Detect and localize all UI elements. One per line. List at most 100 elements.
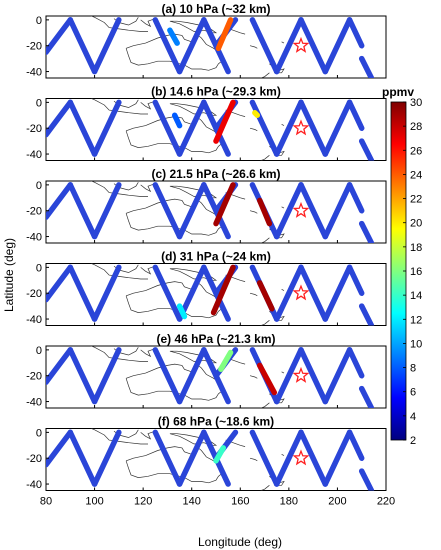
coastline <box>140 100 156 110</box>
coastline <box>140 430 156 440</box>
track-line <box>346 17 365 49</box>
coastline <box>259 402 270 408</box>
panel-title: (d) 31 hPa (~24 km) <box>161 250 271 264</box>
track-line <box>152 429 183 487</box>
track-line <box>67 17 98 75</box>
track-line <box>358 220 375 243</box>
axes-labels: Longitude (deg) Latitude (deg) <box>2 238 282 549</box>
colorbar-tick-label: 30 <box>410 97 422 109</box>
panel-d: (d) 31 hPa (~24 km) 0 -20 -40 <box>26 250 387 326</box>
coastline <box>281 123 285 126</box>
colorbar-tick-label: 28 <box>410 121 422 133</box>
y-tick-label: 0 <box>36 15 42 27</box>
panel-title: (e) 46 hPa (~21.3 km) <box>156 332 275 346</box>
track-line <box>46 347 74 385</box>
track-line <box>322 264 353 322</box>
track-line <box>298 264 329 322</box>
coastline <box>281 371 285 374</box>
plume-segment <box>167 27 180 46</box>
coastline <box>249 45 258 49</box>
track-line <box>46 17 74 55</box>
y-axis-label: Latitude (deg) <box>2 238 16 312</box>
coastline <box>249 457 258 462</box>
plume-segment <box>256 362 278 396</box>
track-line <box>176 99 207 157</box>
x-tick-label: 160 <box>231 496 249 508</box>
y-tick-label: 0 <box>36 345 42 357</box>
track-line <box>346 182 365 214</box>
plume-segment <box>210 264 236 316</box>
track-line <box>91 264 122 322</box>
track-line <box>298 347 329 405</box>
x-tick-label: 80 <box>40 496 52 508</box>
coastline <box>140 18 156 28</box>
colorbar: ppmv 30 28 26 24 22 20 18 16 14 12 10 8 6 4 2 <box>382 85 422 447</box>
track-line <box>91 17 122 75</box>
track-line <box>67 264 98 322</box>
y-tick-label: -20 <box>26 288 42 300</box>
track-line <box>67 99 98 157</box>
track-line <box>91 347 122 405</box>
x-tick-label: 220 <box>377 496 395 508</box>
track-line <box>91 182 122 240</box>
colorbar-tick-label: 24 <box>410 169 422 181</box>
x-tick-label: 120 <box>134 496 152 508</box>
volcano-star-marker <box>292 366 310 383</box>
x-axis-label: Longitude (deg) <box>198 535 282 549</box>
y-tick-label: 0 <box>36 180 42 192</box>
track-line <box>273 17 304 75</box>
track-line <box>346 99 365 131</box>
coastline <box>169 185 218 199</box>
track-line <box>358 55 375 78</box>
y-tick-label: 0 <box>36 427 42 439</box>
colorbar-tick-label: 12 <box>410 314 422 326</box>
track-line <box>358 385 375 408</box>
y-tick-label: -20 <box>26 206 42 218</box>
track-line <box>152 264 183 322</box>
y-tick-label: -20 <box>26 453 42 465</box>
coastline <box>249 375 258 379</box>
track-line <box>249 429 280 487</box>
coastline <box>259 237 270 243</box>
coastline <box>259 72 270 78</box>
track-line <box>176 429 207 487</box>
track-line <box>273 347 304 405</box>
panels-group: (a) 10 hPa (~32 km)0-20-40(b) 14.6 hPa (… <box>26 2 395 508</box>
track-line <box>358 303 375 326</box>
panel-title: (f) 68 hPa (~18.6 km) <box>158 415 274 429</box>
track-line <box>346 264 365 296</box>
volcano-star-marker <box>292 36 310 53</box>
plume-segment <box>213 445 227 464</box>
track-line <box>176 17 207 75</box>
plume-segment <box>176 303 188 320</box>
y-tick-label: -20 <box>26 123 42 135</box>
track-line <box>322 17 353 75</box>
x-tick-label: 100 <box>85 496 103 508</box>
track-line <box>346 429 365 461</box>
track-line <box>46 429 74 468</box>
track-line <box>273 264 304 322</box>
panel-e: (e) 46 hPa (~21.3 km) 0 -20 -40 <box>26 332 387 409</box>
panel-plot-area <box>46 428 375 491</box>
y-tick-label: -40 <box>26 397 42 409</box>
panel-title: (a) 10 hPa (~32 km) <box>161 2 270 16</box>
plume-segment <box>256 280 275 312</box>
colorbar-title: ppmv <box>382 85 414 99</box>
y-tick-label: -40 <box>26 67 42 79</box>
volcano-star-marker <box>292 284 310 301</box>
coastline <box>169 103 218 116</box>
coastline <box>140 183 156 193</box>
panel-plot-area <box>46 346 375 408</box>
coastline <box>140 265 156 275</box>
colorbar-tick-label: 4 <box>410 411 416 423</box>
volcano-star-marker <box>292 449 310 466</box>
panel-plot-area <box>46 263 375 326</box>
x-tick-label: 200 <box>328 496 346 508</box>
colorbar-tick-label: 6 <box>410 387 416 399</box>
track-line <box>298 182 329 240</box>
plume-segment <box>213 182 236 227</box>
track-line <box>152 182 183 240</box>
plume-segment <box>213 99 236 144</box>
plume-segment <box>215 17 234 52</box>
